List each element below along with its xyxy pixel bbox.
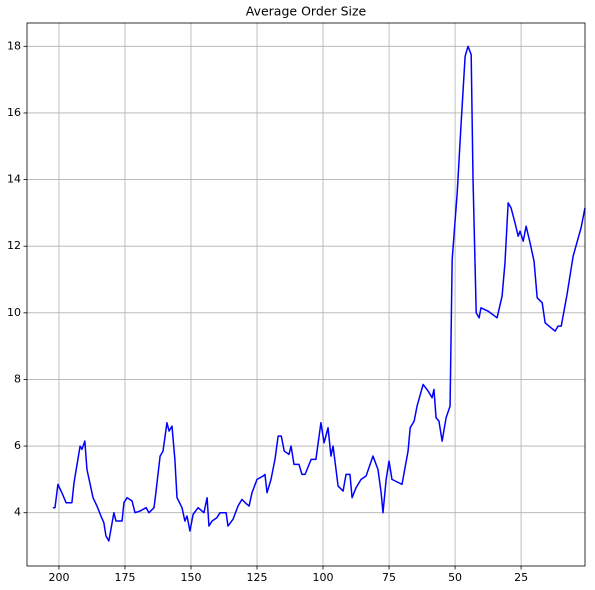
y-tick-label: 16 (7, 106, 21, 119)
x-tick-label: 125 (247, 571, 268, 584)
x-tick-label: 150 (180, 571, 201, 584)
x-tick-label: 25 (514, 571, 528, 584)
y-tick-label: 18 (7, 39, 21, 52)
y-tick-label: 14 (7, 173, 21, 186)
x-tick-label: 175 (114, 571, 135, 584)
x-tick-label: 50 (448, 571, 462, 584)
y-tick-label: 8 (14, 372, 21, 385)
line (52, 45, 586, 542)
x-tick-label: 75 (382, 571, 396, 584)
y-tick-label: 12 (7, 239, 21, 252)
y-tick-label: 4 (14, 506, 21, 519)
y-tick-label: 10 (7, 306, 21, 319)
x-tick-label: 200 (48, 571, 69, 584)
x-tick-label: 100 (313, 571, 334, 584)
plot-frame (26, 22, 586, 567)
y-tick-label: 6 (14, 439, 21, 452)
chart-title: Average Order Size (246, 4, 367, 19)
